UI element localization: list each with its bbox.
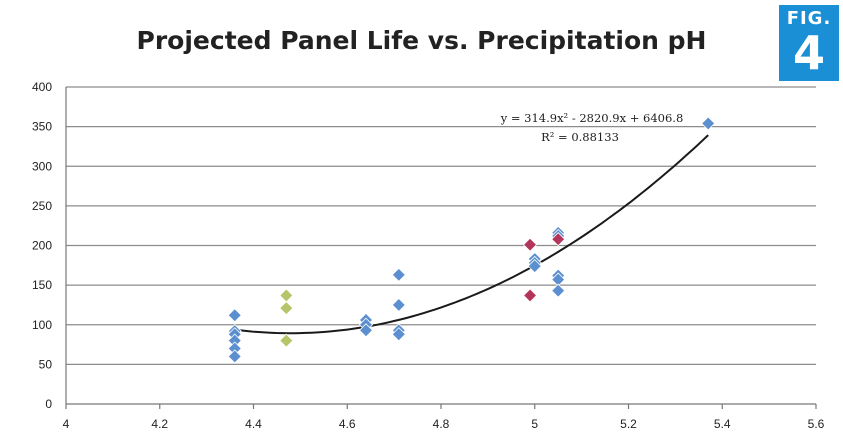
data-point-series3-2 bbox=[279, 301, 294, 316]
data-point-series1-10 bbox=[391, 267, 406, 282]
data-point-series1-13 bbox=[391, 327, 406, 342]
data-point-series1-11 bbox=[391, 297, 406, 313]
data-point-series1-21 bbox=[551, 283, 566, 298]
y-tick-label: 0 bbox=[45, 397, 52, 411]
y-tick-label: 400 bbox=[32, 80, 52, 94]
y-tick-label: 100 bbox=[32, 318, 52, 332]
y-tick-label: 350 bbox=[32, 120, 52, 134]
figure-badge-number: 4 bbox=[792, 26, 825, 80]
trendline bbox=[234, 134, 709, 335]
y-tick-label: 200 bbox=[32, 239, 52, 253]
data-point-series1-9 bbox=[358, 323, 374, 338]
data-point-series2-2 bbox=[522, 288, 538, 303]
data-point-series3-1 bbox=[279, 288, 294, 303]
data-point-series3-3 bbox=[279, 333, 294, 348]
x-tick-label: 4.6 bbox=[339, 417, 356, 431]
data-point-series1-22 bbox=[701, 116, 716, 131]
trendline-r-squared: R² = 0.88133 bbox=[541, 130, 619, 144]
data-point-series1-6 bbox=[227, 349, 242, 364]
data-point-series1-1 bbox=[227, 308, 242, 323]
x-tick-label: 4.2 bbox=[151, 417, 168, 431]
x-tick-label: 4 bbox=[63, 417, 70, 431]
tick-labels: 0 50 100 150 200 250 300 350 400 4 4.2 4.4 4.6 4.8 5 5.… bbox=[32, 80, 825, 431]
y-tick-label: 300 bbox=[32, 159, 52, 173]
y-tick-label: 50 bbox=[39, 357, 53, 371]
axes bbox=[65, 87, 817, 409]
data-point-series1-16 bbox=[527, 259, 542, 274]
trendline-equation: y = 314.9x² - 2820.9x + 6406.8 bbox=[500, 111, 684, 125]
x-tick-label: 5.2 bbox=[620, 417, 637, 431]
trendline-group bbox=[234, 134, 709, 335]
x-tick-label: 5 bbox=[531, 417, 538, 431]
figure-badge-label: FIG. bbox=[786, 8, 832, 29]
x-tick-label: 4.8 bbox=[433, 417, 450, 431]
data-points bbox=[227, 116, 716, 364]
x-tick-label: 4.4 bbox=[245, 417, 262, 431]
data-point-series2-1 bbox=[522, 237, 538, 252]
chart-title: Projected Panel Life vs. Precipitation p… bbox=[136, 26, 707, 55]
gridlines bbox=[66, 86, 816, 365]
data-point-series2-3 bbox=[551, 232, 566, 247]
y-tick-label: 250 bbox=[32, 199, 52, 213]
x-tick-label: 5.6 bbox=[808, 417, 825, 431]
y-tick-label: 150 bbox=[32, 278, 52, 292]
figure-badge: FIG. 4 bbox=[779, 5, 839, 81]
x-tick-label: 5.4 bbox=[714, 417, 731, 431]
